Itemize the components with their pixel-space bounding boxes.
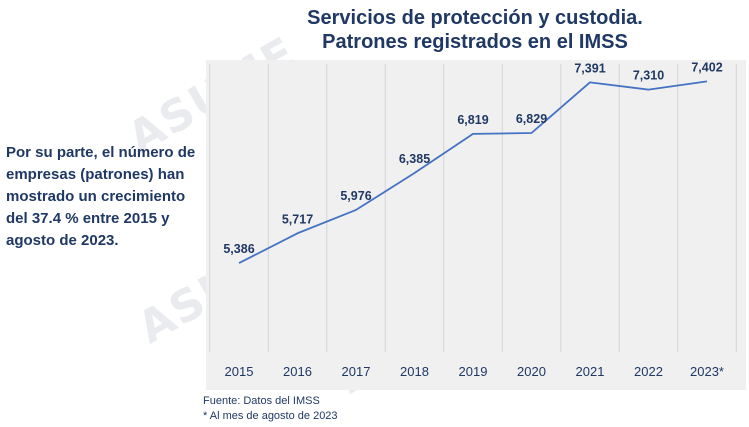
x-tick-label: 2019 <box>459 364 488 379</box>
data-label: 5,976 <box>340 189 371 203</box>
x-tick-label: 2023* <box>690 364 724 379</box>
data-label: 7,391 <box>574 61 605 75</box>
x-tick-label: 2016 <box>283 364 312 379</box>
x-tick-label: 2020 <box>517 364 546 379</box>
chart-title: Servicios de protección y custodia. Patr… <box>240 6 710 54</box>
x-tick-label: 2022 <box>634 364 663 379</box>
series-line <box>238 80 708 264</box>
x-tick-label: 2018 <box>400 364 429 379</box>
data-label: 5,717 <box>282 212 313 226</box>
data-label: 6,385 <box>399 152 430 166</box>
line-chart: 5,386 5,717 5,976 6,385 6,819 6,829 7,391 7,310… <box>209 60 737 379</box>
x-tick-label: 2017 <box>342 364 371 379</box>
footnotes: Fuente: Datos del IMSS * Al mes de agost… <box>203 394 338 424</box>
data-label: 6,829 <box>516 112 547 126</box>
x-tick-label: 2015 <box>225 364 254 379</box>
data-label: 7,402 <box>691 60 722 74</box>
chart-area: 5,386 5,717 5,976 6,385 6,819 6,829 7,391 7,310… <box>206 60 746 390</box>
side-description: Por su parte, el número de empresas (pat… <box>6 144 196 249</box>
chart-title-line-1: Servicios de protección y custodia. <box>307 7 643 29</box>
data-label: 7,310 <box>633 69 664 83</box>
data-label: 6,819 <box>457 113 488 127</box>
data-label: 5,386 <box>223 242 254 256</box>
footnote-note: * Al mes de agosto de 2023 <box>203 410 338 422</box>
x-tick-label: 2021 <box>576 364 605 379</box>
chart-title-line-2: Patrones registrados en el IMSS <box>322 31 628 53</box>
footnote-source: Fuente: Datos del IMSS <box>203 395 320 407</box>
